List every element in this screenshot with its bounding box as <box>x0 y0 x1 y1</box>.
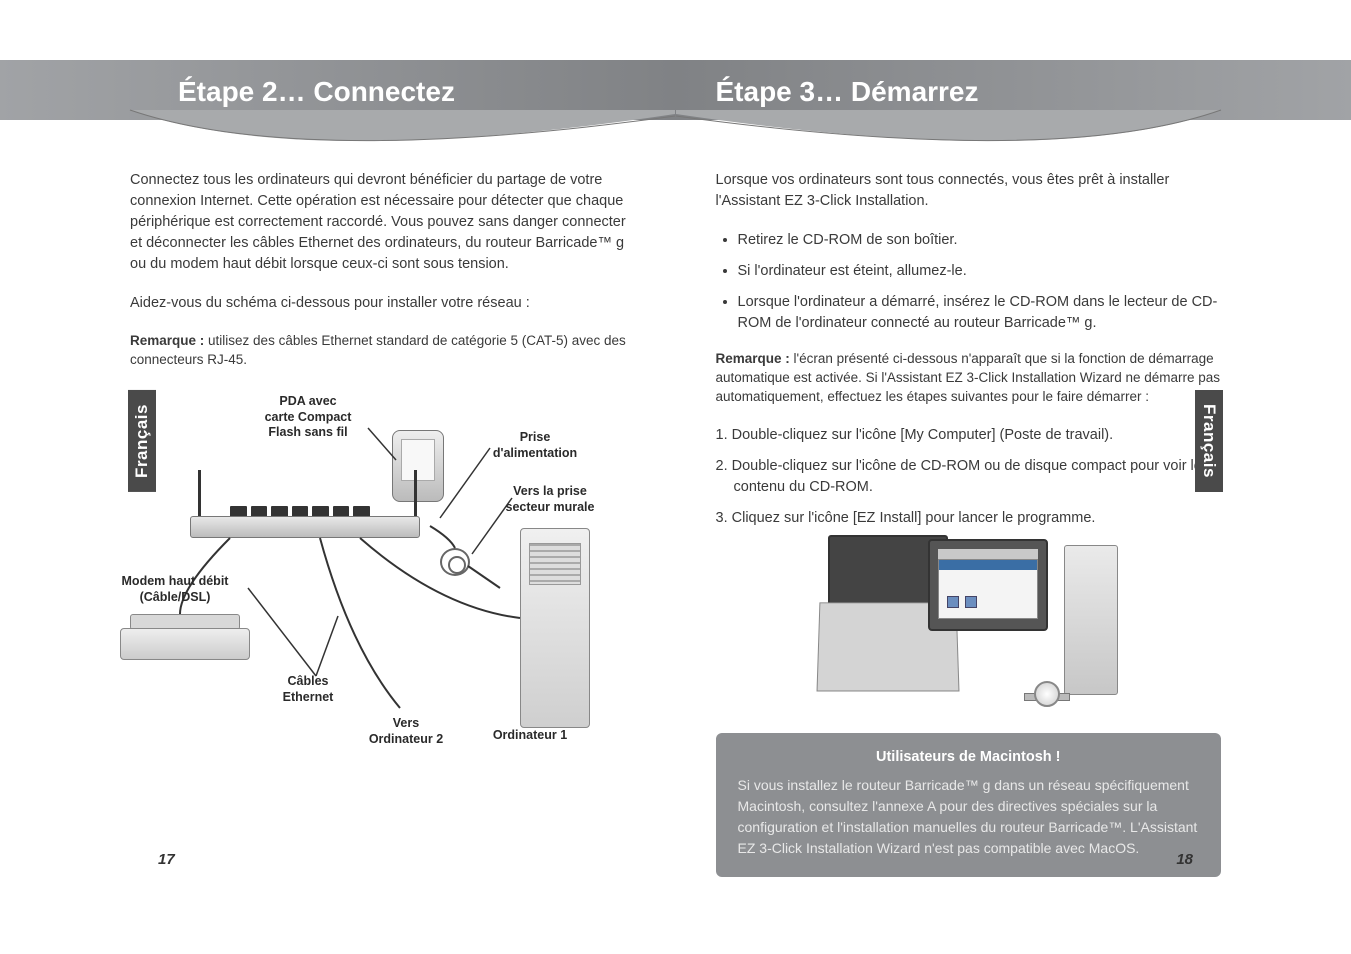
step3-title: Étape 3… Démarrez <box>716 76 979 108</box>
label-ord1: Ordinateur 1 <box>480 728 580 744</box>
label-secteur: Vers la prise secteur murale <box>490 484 610 515</box>
network-diagram: PDA avec carte Compact Flash sans fil Pr… <box>120 388 600 788</box>
bullet-2: Si l'ordinateur est éteint, allumez-le. <box>738 261 1222 282</box>
left-remarque: Remarque : utilisez des câbles Ethernet … <box>130 332 636 370</box>
page-right: Étape 3… Démarrez Français Lorsque vos o… <box>676 0 1351 954</box>
right-remarque: Remarque : l'écran présenté ci-dessous n… <box>716 350 1222 407</box>
cd-disc <box>1034 681 1060 707</box>
step2-title: Étape 2… Connectez <box>178 76 455 108</box>
left-p2: Aidez-vous du schéma ci-dessous pour ins… <box>130 293 636 314</box>
label-cables: Câbles Ethernet <box>268 674 348 705</box>
right-remarque-text: l'écran présenté ci-dessous n'apparaît q… <box>716 351 1221 404</box>
installer-window <box>938 559 1038 619</box>
page-number-right: 18 <box>1176 851 1193 868</box>
mac-title: Utilisateurs de Macintosh ! <box>738 747 1200 769</box>
step-1: 1. Double-cliquez sur l'icône [My Comput… <box>716 425 1222 446</box>
right-content: Lorsque vos ordinateurs sont tous connec… <box>716 170 1222 877</box>
bullet-1: Retirez le CD-ROM de son boîtier. <box>738 230 1222 251</box>
step-2: 2. Double-cliquez sur l'icône de CD-ROM … <box>716 456 1222 498</box>
bullet-3: Lorsque l'ordinateur a démarré, insérez … <box>738 292 1222 334</box>
page-left: Étape 2… Connectez Français Connectez to… <box>0 0 676 954</box>
left-content: Connectez tous les ordinateurs qui devro… <box>130 170 636 788</box>
label-pda: PDA avec carte Compact Flash sans fil <box>248 394 368 441</box>
manual-spread: Étape 2… Connectez Français Connectez to… <box>0 0 1351 954</box>
right-p1: Lorsque vos ordinateurs sont tous connec… <box>716 170 1222 212</box>
remarque-text: utilisez des câbles Ethernet standard de… <box>130 333 626 367</box>
remarque-label: Remarque : <box>130 333 204 348</box>
swoosh-right <box>676 110 1351 160</box>
step-3: 3. Cliquez sur l'icône [EZ Install] pour… <box>716 508 1222 529</box>
label-prise: Prise d'alimentation <box>480 430 590 461</box>
bullet-list: Retirez le CD-ROM de son boîtier. Si l'o… <box>716 230 1222 334</box>
right-remarque-label: Remarque : <box>716 351 790 366</box>
desktop-tower <box>1064 545 1118 695</box>
label-modem: Modem haut débit (Câble/DSL) <box>100 574 250 605</box>
swoosh-left <box>0 110 675 160</box>
install-illustration <box>818 539 1118 709</box>
mac-text: Si vous installez le routeur Barricade™ … <box>738 775 1200 859</box>
language-tab-right: Français <box>1195 390 1223 492</box>
page-number-left: 17 <box>158 851 175 868</box>
left-p1: Connectez tous les ordinateurs qui devro… <box>130 170 636 275</box>
macintosh-callout: Utilisateurs de Macintosh ! Si vous inst… <box>716 733 1222 877</box>
label-vers2: Vers Ordinateur 2 <box>356 716 456 747</box>
numbered-steps: 1. Double-cliquez sur l'icône [My Comput… <box>716 425 1222 529</box>
